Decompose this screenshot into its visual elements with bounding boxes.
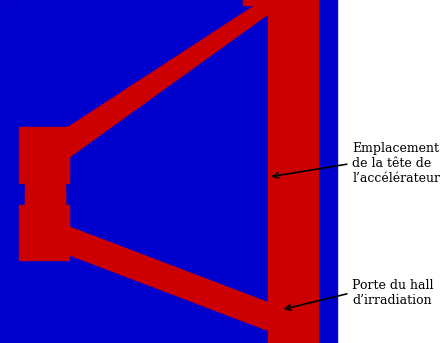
Bar <box>19 205 69 260</box>
Text: Porte du hall
d’irradiation: Porte du hall d’irradiation <box>352 279 434 307</box>
Bar <box>268 0 318 343</box>
Bar <box>25 194 65 221</box>
Bar <box>0 0 337 343</box>
Polygon shape <box>243 0 318 39</box>
Polygon shape <box>69 227 272 332</box>
Text: Emplacement
de la tête de
l’accélérateur: Emplacement de la tête de l’accélérateur <box>352 142 440 185</box>
Bar <box>25 172 65 205</box>
Polygon shape <box>60 0 272 164</box>
Bar <box>19 127 69 182</box>
